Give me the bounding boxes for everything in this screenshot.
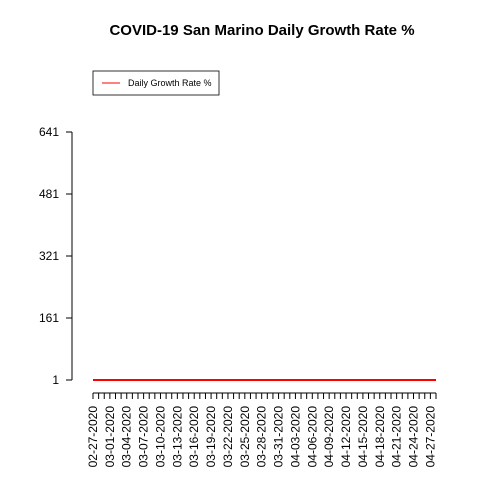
x-tick-label: 04-27-2020 [423,406,437,468]
y-tick-label: 321 [39,249,59,263]
y-tick-label: 481 [39,187,59,201]
x-axis: 02-27-2020 03-01-2020 03-04-2020 03-07-2020… [86,392,437,468]
x-tick-label: 04-03-2020 [288,406,302,468]
x-tick-label: 03-07-2020 [137,406,151,468]
y-tick-label: 1 [52,373,59,387]
y-axis: 1 161 321 481 641 [39,125,73,387]
x-tick-label: 03-01-2020 [103,406,117,468]
legend-label: Daily Growth Rate % [128,78,212,88]
x-tick-label: 03-22-2020 [221,406,235,468]
x-tick-label: 03-04-2020 [120,406,134,468]
x-tick-label: 04-24-2020 [407,406,421,468]
x-tick-label: 03-16-2020 [187,406,201,468]
x-tick-label: 04-06-2020 [305,406,319,468]
x-tick-label: 03-25-2020 [238,406,252,468]
x-tick-label: 03-13-2020 [170,406,184,468]
y-tick-label: 161 [39,311,59,325]
x-tick-label: 03-28-2020 [255,406,269,468]
x-tick-label: 04-09-2020 [322,406,336,468]
legend: Daily Growth Rate % [92,70,220,96]
x-tick-label: 03-10-2020 [153,406,167,468]
x-tick-label: 02-27-2020 [86,406,100,468]
y-tick-label: 641 [39,125,59,139]
x-tick-label: 04-18-2020 [373,406,387,468]
chart-title: COVID-19 San Marino Daily Growth Rate % [109,22,414,39]
x-tick-label: 03-31-2020 [272,406,286,468]
x-tick-label: 04-15-2020 [356,406,370,468]
x-tick-label: 04-12-2020 [339,406,353,468]
x-tick-label: 04-21-2020 [390,406,404,468]
x-tick-label: 03-19-2020 [204,406,218,468]
